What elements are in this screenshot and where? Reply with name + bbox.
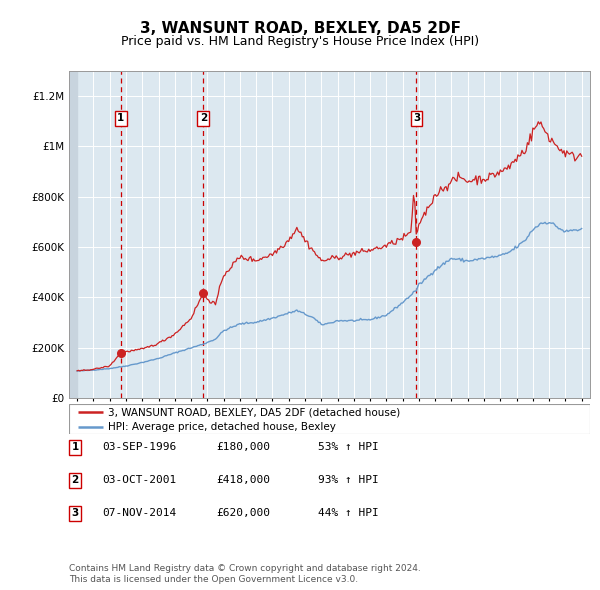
Text: HPI: Average price, detached house, Bexley: HPI: Average price, detached house, Bexl… xyxy=(108,422,336,432)
Text: 44% ↑ HPI: 44% ↑ HPI xyxy=(318,509,379,518)
Text: 1: 1 xyxy=(71,442,79,452)
Bar xyxy=(69,71,77,398)
Text: 2: 2 xyxy=(200,113,207,123)
Text: 93% ↑ HPI: 93% ↑ HPI xyxy=(318,476,379,485)
Text: 03-SEP-1996: 03-SEP-1996 xyxy=(102,442,176,452)
Text: 07-NOV-2014: 07-NOV-2014 xyxy=(102,509,176,518)
Text: £418,000: £418,000 xyxy=(216,476,270,485)
Text: £620,000: £620,000 xyxy=(216,509,270,518)
Text: 3, WANSUNT ROAD, BEXLEY, DA5 2DF: 3, WANSUNT ROAD, BEXLEY, DA5 2DF xyxy=(139,21,461,35)
Text: This data is licensed under the Open Government Licence v3.0.: This data is licensed under the Open Gov… xyxy=(69,575,358,584)
Bar xyxy=(69,71,77,398)
Text: Price paid vs. HM Land Registry's House Price Index (HPI): Price paid vs. HM Land Registry's House … xyxy=(121,35,479,48)
Text: 3, WANSUNT ROAD, BEXLEY, DA5 2DF (detached house): 3, WANSUNT ROAD, BEXLEY, DA5 2DF (detach… xyxy=(108,407,400,417)
Text: 2: 2 xyxy=(71,476,79,485)
Text: 3: 3 xyxy=(413,113,420,123)
Text: 1: 1 xyxy=(117,113,124,123)
Text: Contains HM Land Registry data © Crown copyright and database right 2024.: Contains HM Land Registry data © Crown c… xyxy=(69,565,421,573)
Text: 03-OCT-2001: 03-OCT-2001 xyxy=(102,476,176,485)
Text: £180,000: £180,000 xyxy=(216,442,270,452)
Text: 53% ↑ HPI: 53% ↑ HPI xyxy=(318,442,379,452)
Text: 3: 3 xyxy=(71,509,79,518)
